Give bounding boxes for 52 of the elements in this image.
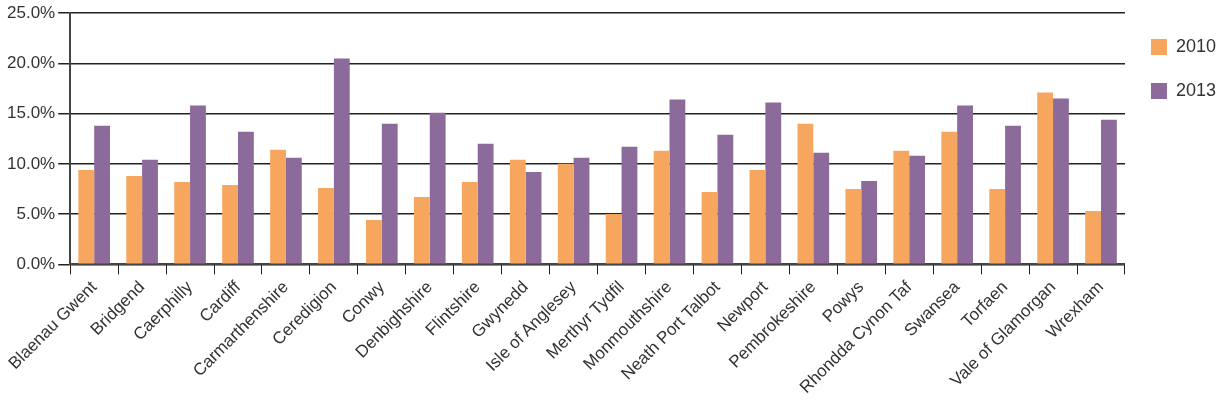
y-tick-label: 20.0% [7,53,56,73]
y-tick-label: 10.0% [7,153,56,173]
bar [957,105,973,264]
bar [605,214,622,264]
bar [573,157,590,264]
bar [94,125,110,264]
bar [461,181,478,264]
y-tick-label: 5.0% [16,203,56,223]
bar [701,192,718,264]
bar [989,188,1006,264]
bar [270,149,286,264]
bar [285,157,302,264]
bar [174,181,191,264]
y-tick-label: 25.0% [7,2,56,22]
bar [381,123,398,264]
bar [1005,125,1021,264]
bar [429,112,446,264]
bar [845,188,862,264]
y-tick-label: 15.0% [7,103,56,123]
bar [318,187,334,264]
bar [1037,92,1054,264]
bar [366,220,382,264]
legend-label: 2013 [1175,79,1216,100]
bar [749,169,766,264]
bar [1100,119,1117,264]
bar [477,143,494,264]
bar [909,155,926,264]
bar [525,171,542,264]
bar [813,152,830,264]
bar [717,134,734,264]
bar [222,184,238,264]
bar [142,159,158,264]
bar [893,150,910,264]
bar [333,58,350,264]
bar [126,175,143,264]
bar [669,99,686,264]
bar [765,102,782,264]
bar [1053,98,1069,264]
bar [941,131,958,264]
bar [1085,211,1101,264]
bar [621,146,638,264]
bar [78,169,95,264]
y-tick-label: 0.0% [16,254,56,274]
bar [861,180,878,264]
bar [413,197,430,264]
bar [797,123,814,264]
bar [509,159,526,264]
bar [557,163,574,264]
bar [238,131,254,264]
legend-label: 2010 [1175,35,1216,56]
bar [653,150,670,264]
bar [190,105,206,264]
